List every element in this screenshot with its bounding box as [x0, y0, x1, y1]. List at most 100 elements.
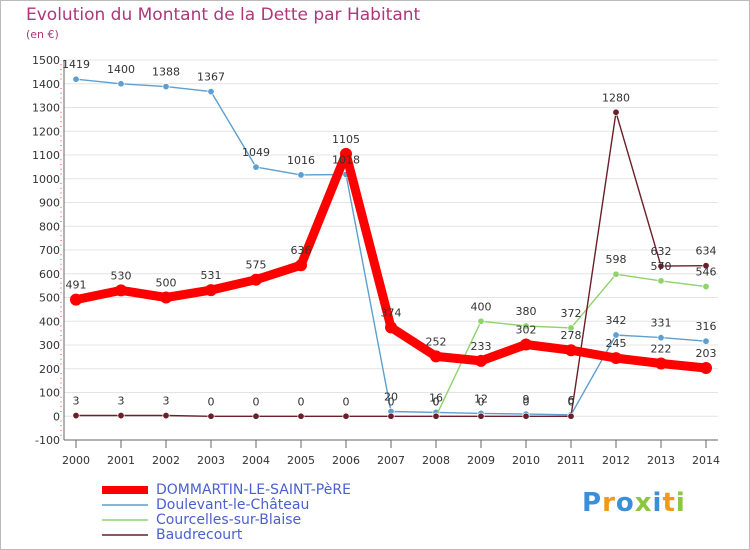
- data-point: [657, 334, 665, 342]
- data-point: [475, 354, 487, 367]
- data-label: 12: [474, 392, 488, 405]
- y-tick-label: 300: [39, 339, 60, 352]
- data-label: 342: [606, 314, 627, 327]
- data-point: [72, 412, 80, 420]
- x-tick-label: 2007: [377, 454, 405, 467]
- data-point: [162, 83, 170, 91]
- legend-label: Baudrecourt: [156, 527, 243, 543]
- data-label: 636: [291, 244, 312, 257]
- data-label: 380: [516, 305, 537, 318]
- data-label: 0: [388, 395, 395, 408]
- y-tick-label: 1300: [32, 102, 60, 115]
- data-point: [207, 412, 215, 420]
- data-point: [115, 284, 127, 297]
- data-label: 316: [696, 320, 717, 333]
- data-label: 20: [384, 391, 398, 404]
- data-point: [340, 147, 352, 160]
- data-label: 16: [429, 391, 443, 404]
- y-tick-label: 600: [39, 268, 60, 281]
- data-point: [567, 412, 575, 420]
- data-point: [160, 291, 172, 304]
- y-tick-label: 700: [39, 244, 60, 257]
- data-label: 0: [523, 395, 530, 408]
- data-point: [342, 412, 350, 420]
- data-label: 1018: [332, 153, 360, 166]
- x-tick-label: 2001: [107, 454, 135, 467]
- x-tick-label: 2011: [557, 454, 585, 467]
- data-label: 0: [343, 395, 350, 408]
- data-point: [657, 277, 665, 285]
- x-tick-label: 2002: [152, 454, 180, 467]
- data-label: 575: [246, 259, 267, 272]
- data-point: [432, 412, 440, 420]
- y-tick-label: 500: [39, 292, 60, 305]
- data-point: [655, 357, 667, 370]
- data-point: [477, 317, 485, 325]
- x-tick-label: 2009: [467, 454, 495, 467]
- data-point: [162, 412, 170, 420]
- data-point: [522, 412, 530, 420]
- logo-letter: t: [662, 488, 676, 518]
- data-point: [522, 322, 530, 330]
- y-tick-label: 900: [39, 197, 60, 210]
- x-tick-label: 2013: [647, 454, 675, 467]
- x-tick-label: 2005: [287, 454, 315, 467]
- x-tick-label: 2003: [197, 454, 225, 467]
- data-label: 570: [651, 260, 672, 273]
- data-label: 531: [201, 269, 222, 282]
- data-labels: 491 530 500 531 575 636 1105 374 252 233 302 278 245…: [62, 58, 717, 408]
- x-tick-label: 2014: [692, 454, 720, 467]
- data-point: [252, 412, 260, 420]
- y-tick-label: -100: [35, 434, 60, 447]
- data-point: [565, 344, 577, 357]
- data-point: [117, 412, 125, 420]
- y-tick-label: 1000: [32, 173, 60, 186]
- x-tick-label: 2012: [602, 454, 630, 467]
- data-point: [205, 284, 217, 297]
- data-point: [612, 331, 620, 339]
- legend-swatch: [102, 504, 148, 506]
- data-label: 0: [433, 395, 440, 408]
- data-point: [612, 270, 620, 278]
- series-line: [75, 78, 707, 416]
- logo-letter: P: [582, 488, 603, 518]
- data-point: [430, 350, 442, 363]
- y-tick-label: 1100: [32, 149, 60, 162]
- data-label: 0: [208, 395, 215, 408]
- data-label: 1105: [332, 133, 360, 146]
- data-label: 400: [471, 300, 492, 313]
- legend-label: Doulevant-le-Château: [156, 497, 310, 513]
- logo-letter: i: [652, 488, 663, 518]
- legend-swatch: [102, 534, 148, 536]
- data-label: 9: [523, 393, 530, 406]
- x-tick-label: 2004: [242, 454, 270, 467]
- data-label: 1419: [62, 58, 90, 71]
- logo-letter: o: [615, 488, 635, 518]
- data-point: [477, 412, 485, 420]
- data-point: [297, 412, 305, 420]
- data-point: [70, 293, 82, 306]
- data-label: 1400: [107, 63, 135, 76]
- data-point: [297, 171, 305, 179]
- grid-lines: [64, 59, 718, 441]
- data-point: [207, 88, 215, 96]
- data-point: [610, 352, 622, 365]
- y-tick-label: 200: [39, 363, 60, 376]
- series-lines: [70, 75, 712, 420]
- legend-label: DOMMARTIN-LE-SAINT-PèRE: [156, 482, 351, 498]
- line-chart: -100010020030040050060070080090010001100…: [32, 54, 720, 467]
- data-label: 491: [66, 279, 87, 292]
- data-label: 0: [433, 395, 440, 408]
- data-point: [657, 262, 665, 270]
- data-label: 252: [426, 335, 447, 348]
- data-label: 530: [111, 269, 132, 282]
- data-label: 1016: [287, 154, 315, 167]
- data-label: 245: [606, 337, 627, 350]
- data-label: 1388: [152, 66, 180, 79]
- data-label: 1049: [242, 146, 270, 159]
- data-label: 1367: [197, 71, 225, 84]
- data-point: [295, 259, 307, 272]
- data-point: [702, 283, 710, 291]
- data-point: [520, 338, 532, 351]
- data-label: 0: [298, 395, 305, 408]
